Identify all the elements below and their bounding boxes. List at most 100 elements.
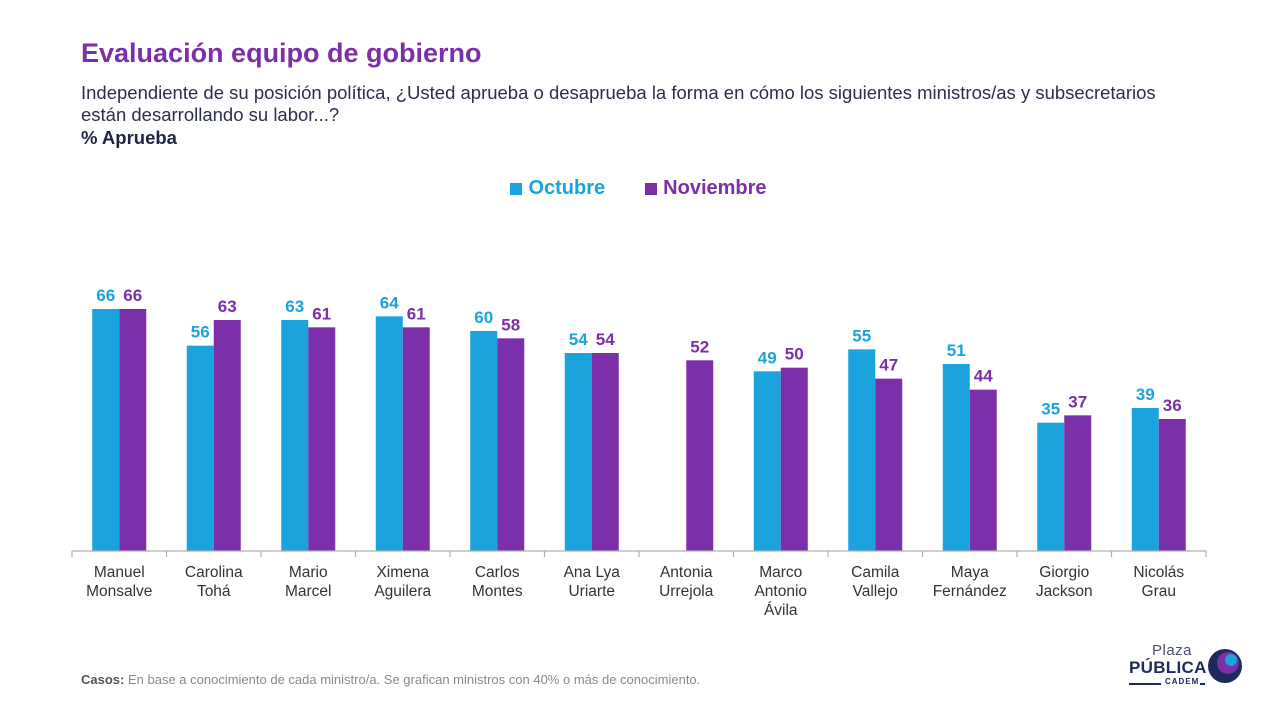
data-label-noviembre-8: 47 xyxy=(879,356,898,375)
data-label-noviembre-4: 58 xyxy=(501,315,520,334)
data-label-noviembre-6: 52 xyxy=(690,337,709,356)
bar-octubre-5 xyxy=(564,353,592,551)
logo-rule-right xyxy=(1200,683,1205,685)
category-label-line: Monsalve xyxy=(86,583,152,600)
category-label-11: Nicolás Grau xyxy=(1133,564,1184,600)
bar-noviembre-10 xyxy=(1064,415,1092,551)
bar-chart: 66 66 Manuel Monsalve 56 63 Carolina Tohá 63 61 Ma… xyxy=(71,286,1207,619)
category-label-line: Antonia xyxy=(660,564,713,581)
category-label-line: Camila xyxy=(851,564,900,581)
bar-octubre-9 xyxy=(942,364,970,551)
bar-octubre-1 xyxy=(186,345,214,551)
category-label-line: Carolina xyxy=(185,564,243,581)
category-label-line: Nicolás xyxy=(1133,564,1184,581)
bar-noviembre-3 xyxy=(402,327,430,551)
plaza-publica-logo: Plaza PÚBLICA CADEM xyxy=(1125,642,1245,692)
legend: Octubre Noviembre xyxy=(0,177,1277,200)
category-label-0: Manuel Monsalve xyxy=(86,564,152,600)
category-label-line: Fernández xyxy=(933,583,1007,600)
category-label-6: Antonia Urrejola xyxy=(659,564,714,600)
bar-noviembre-7 xyxy=(780,367,808,551)
category-label-line: Manuel xyxy=(94,564,145,581)
data-label-octubre-9: 51 xyxy=(947,341,966,360)
category-label-line: Giorgio xyxy=(1039,564,1089,581)
bar-noviembre-4 xyxy=(497,338,525,551)
category-label-line: Mario xyxy=(289,564,328,581)
data-label-noviembre-1: 63 xyxy=(218,297,237,316)
data-label-noviembre-11: 36 xyxy=(1163,396,1182,415)
data-label-octubre-0: 66 xyxy=(96,286,115,305)
category-label-line: Urrejola xyxy=(659,583,714,600)
bar-octubre-11 xyxy=(1131,408,1159,551)
data-label-noviembre-2: 61 xyxy=(312,304,331,323)
bar-octubre-2 xyxy=(281,320,309,551)
data-label-octubre-3: 64 xyxy=(380,293,399,312)
data-label-octubre-7: 49 xyxy=(758,348,777,367)
category-label-7: Marco Antonio Ávila xyxy=(754,564,807,619)
category-label-1: Carolina Tohá xyxy=(185,564,243,600)
legend-item-octubre: Octubre xyxy=(510,177,605,200)
bar-octubre-10 xyxy=(1037,422,1065,551)
category-label-9: Maya Fernández xyxy=(933,564,1007,600)
data-label-noviembre-0: 66 xyxy=(123,286,142,305)
data-label-noviembre-7: 50 xyxy=(785,345,804,364)
bar-noviembre-5 xyxy=(591,353,619,551)
category-label-line: Marco xyxy=(759,564,802,581)
data-label-octubre-11: 39 xyxy=(1136,385,1155,404)
chart-subtitle: Independiente de su posición política, ¿… xyxy=(81,82,1156,125)
data-label-octubre-10: 35 xyxy=(1041,400,1060,419)
category-label-line: Ximena xyxy=(376,564,429,581)
category-label-line: Grau xyxy=(1142,583,1176,600)
data-label-noviembre-3: 61 xyxy=(407,304,426,323)
category-label-line: Montes xyxy=(472,583,523,600)
bar-noviembre-11 xyxy=(1158,419,1186,551)
footnote-label: Casos: xyxy=(81,672,125,687)
legend-label-octubre: Octubre xyxy=(528,177,606,199)
legend-swatch-noviembre xyxy=(645,182,658,195)
bar-octubre-3 xyxy=(375,316,403,551)
category-label-3: Ximena Aguilera xyxy=(374,564,431,600)
category-label-line: Vallejo xyxy=(853,583,898,600)
category-label-5: Ana Lya Uriarte xyxy=(564,564,621,600)
unit-label: % Aprueba xyxy=(81,127,177,148)
data-label-noviembre-9: 44 xyxy=(974,367,993,386)
bar-noviembre-2 xyxy=(308,327,336,551)
category-label-10: Giorgio Jackson xyxy=(1036,564,1093,600)
data-label-octubre-1: 56 xyxy=(191,323,210,342)
legend-label-noviembre: Noviembre xyxy=(663,177,767,199)
category-label-line: Jackson xyxy=(1036,583,1093,600)
logo-sub-text: CADEM xyxy=(1165,677,1200,686)
data-label-octubre-5: 54 xyxy=(569,330,588,349)
data-label-octubre-8: 55 xyxy=(852,326,871,345)
logo-main-text: PÚBLICA xyxy=(1129,658,1207,677)
data-label-octubre-2: 63 xyxy=(285,297,304,316)
data-label-noviembre-5: 54 xyxy=(596,330,615,349)
bar-noviembre-9 xyxy=(969,389,997,551)
category-label-line: Aguilera xyxy=(374,583,431,600)
legend-swatch-octubre xyxy=(510,182,523,195)
bar-noviembre-6 xyxy=(686,360,714,551)
logo-rule-left xyxy=(1129,683,1161,685)
category-label-2: Mario Marcel xyxy=(285,564,332,600)
footnote: Casos: En base a conocimiento de cada mi… xyxy=(81,672,700,687)
category-label-4: Carlos Montes xyxy=(472,564,523,600)
bar-octubre-8 xyxy=(848,349,876,551)
logo-mark-icon xyxy=(1208,649,1242,683)
category-label-line: Marcel xyxy=(285,583,332,600)
data-label-octubre-4: 60 xyxy=(474,308,493,327)
bar-octubre-4 xyxy=(470,331,498,551)
bar-octubre-7 xyxy=(753,371,781,551)
footnote-text: En base a conocimiento de cada ministro/… xyxy=(124,672,701,687)
bar-noviembre-1 xyxy=(213,320,241,551)
category-label-line: Tohá xyxy=(197,583,231,600)
legend-item-noviembre: Noviembre xyxy=(645,177,767,200)
data-label-noviembre-10: 37 xyxy=(1068,392,1087,411)
category-label-line: Ávila xyxy=(764,602,798,619)
bar-noviembre-0 xyxy=(119,309,147,551)
category-label-line: Uriarte xyxy=(568,583,615,600)
category-label-line: Antonio xyxy=(754,583,807,600)
category-label-line: Carlos xyxy=(475,564,520,581)
logo-top-text: Plaza xyxy=(1152,642,1193,659)
category-label-line: Maya xyxy=(951,564,989,581)
bar-octubre-0 xyxy=(92,309,120,551)
